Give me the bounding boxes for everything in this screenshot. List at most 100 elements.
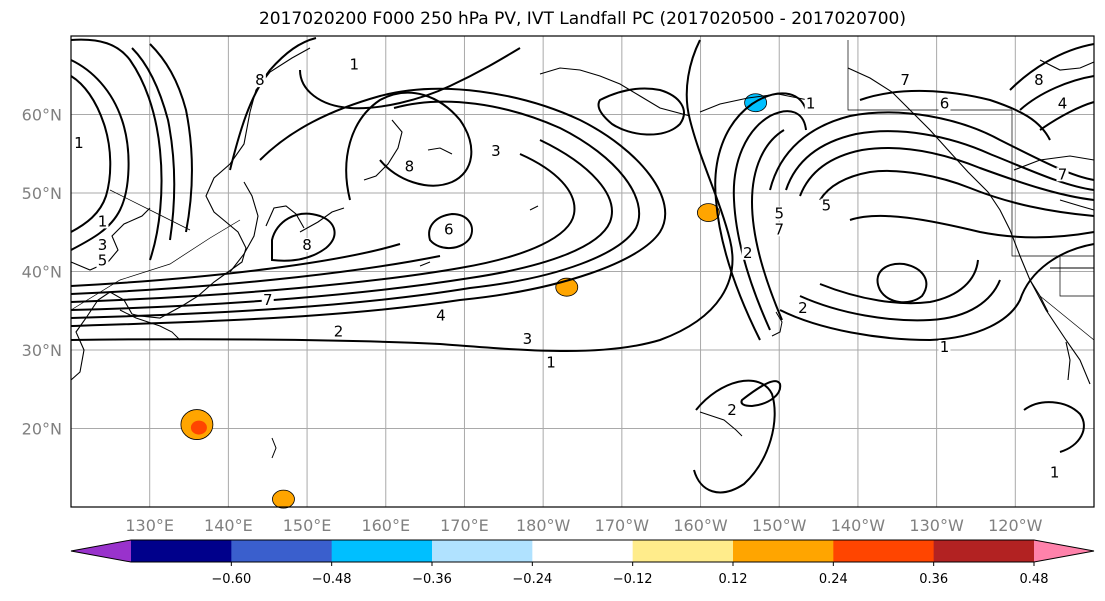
longitude-label: 170°W <box>595 516 650 535</box>
latitude-label: 60°N <box>22 106 62 125</box>
longitude-label: 140°W <box>831 516 886 535</box>
longitude-label: 130°W <box>909 516 964 535</box>
contour-label-bg <box>804 96 817 111</box>
contour-label: 1 <box>546 354 556 372</box>
contour-label-bg <box>1056 167 1069 182</box>
contour-label: 1 <box>350 55 360 73</box>
colorbar-tick-label: −0.48 <box>312 572 352 587</box>
colorbar-tick-label: 0.48 <box>1020 572 1049 587</box>
contour-label: 3 <box>523 330 533 348</box>
longitude-label: 160°E <box>361 516 410 535</box>
longitude-label: 180°W <box>516 516 571 535</box>
contour-label: 4 <box>436 307 446 325</box>
contour-label-bg <box>253 73 266 88</box>
contour-label-bg <box>96 214 109 229</box>
colorbar-extend-low <box>71 540 131 562</box>
contour-label-bg <box>403 159 416 174</box>
colorbar-tick-label: 0.24 <box>819 572 848 587</box>
contour-label: 2 <box>727 401 737 419</box>
colorbar-segment <box>231 540 333 562</box>
contour-label: 5 <box>822 197 832 215</box>
contour-label: 8 <box>1034 71 1044 89</box>
map-title: 2017020200 F000 250 hPa PV, IVT Landfall… <box>258 9 906 29</box>
pv-shading <box>180 93 768 509</box>
contour-label: 2 <box>798 299 808 317</box>
contour-label-bg <box>938 340 951 354</box>
political-boundaries <box>70 40 1095 341</box>
coastlines <box>70 47 1095 385</box>
contour-label: 3 <box>491 142 501 160</box>
contour-label-bg <box>773 206 786 221</box>
longitude-label: 120°W <box>988 516 1043 535</box>
colorbar: −0.60 −0.48 −0.36 −0.24 −0.12 0.12 0.24 0.36 0.4… <box>70 539 1095 587</box>
contour-label: 1 <box>74 134 84 152</box>
colorbar-tick-label: 0.36 <box>919 572 948 587</box>
contour-label-bg <box>1056 96 1069 111</box>
colorbar-segment <box>733 540 834 562</box>
contour-label: 8 <box>302 236 312 254</box>
contour-label-bg <box>521 332 534 347</box>
contour-label-bg <box>899 73 912 88</box>
longitude-label: 140°E <box>204 516 253 535</box>
contour-label-bg <box>261 292 274 307</box>
contour-label-bg <box>96 237 109 252</box>
contour-label-bg <box>301 237 314 252</box>
colorbar-tick-label: −0.60 <box>211 572 251 587</box>
contour-label: 5 <box>98 252 108 270</box>
contour-label-bg <box>96 253 109 268</box>
contour-label-bg <box>796 300 809 315</box>
contour-label: 7 <box>774 220 784 238</box>
colorbar-segment <box>432 540 533 562</box>
contour-label: 2 <box>743 244 753 262</box>
latitude-label: 40°N <box>22 263 62 282</box>
longitude-label: 170°E <box>440 516 489 535</box>
contour-label-bg <box>489 143 502 158</box>
longitude-label: 150°E <box>283 516 332 535</box>
contour-label: 7 <box>263 291 273 309</box>
contour-label: 5 <box>774 205 784 223</box>
contour-label: 7 <box>900 71 910 89</box>
colorbar-segment <box>331 540 433 562</box>
map-frame <box>70 35 1095 508</box>
contour-label-bg <box>1032 73 1045 88</box>
colorbar-tick-label: −0.36 <box>412 572 452 587</box>
contour-label: 4 <box>1058 95 1068 113</box>
contour-label-bg <box>348 57 361 72</box>
contour-label: 6 <box>940 95 950 113</box>
contour-label-bg <box>332 324 345 339</box>
contour-label-bg <box>741 245 754 260</box>
contour-label: 7 <box>1058 165 1068 183</box>
contour-label: 3 <box>98 236 108 254</box>
latitude-label: 50°N <box>22 184 62 203</box>
contour-label-bg <box>1048 465 1061 480</box>
latitude-label: 30°N <box>22 341 62 360</box>
contour-label: 1 <box>98 212 108 230</box>
colorbar-tick-label: −0.12 <box>613 572 653 587</box>
latitude-labels: 60°N 50°N 40°N 30°N 20°N <box>22 106 62 439</box>
contour-label-bg <box>442 222 455 237</box>
longitude-label: 160°W <box>673 516 728 535</box>
pv-shade-patch <box>272 489 295 509</box>
contour-label-bg <box>545 355 558 370</box>
contour-label: 2 <box>334 322 344 340</box>
islands <box>119 147 783 459</box>
latitude-label: 20°N <box>22 420 62 439</box>
contour-label: 1 <box>940 338 950 356</box>
contour-label-bg <box>434 308 447 323</box>
colorbar-segment <box>833 540 935 562</box>
colorbar-tick-label: 0.12 <box>719 572 748 587</box>
contour-label-bg <box>938 96 951 111</box>
colorbar-segment <box>532 540 634 562</box>
contour-label-bg <box>726 402 739 417</box>
contour-label: 6 <box>444 220 454 238</box>
colorbar-outline <box>70 539 1095 563</box>
contour-label-bg <box>773 222 786 237</box>
contour-label-bg <box>820 198 833 213</box>
contour-label: 8 <box>255 71 265 89</box>
contour-label-bg <box>72 135 85 150</box>
pv-contours <box>70 37 1095 494</box>
pv-shade-patch <box>697 203 720 223</box>
longitude-label: 130°E <box>125 516 174 535</box>
